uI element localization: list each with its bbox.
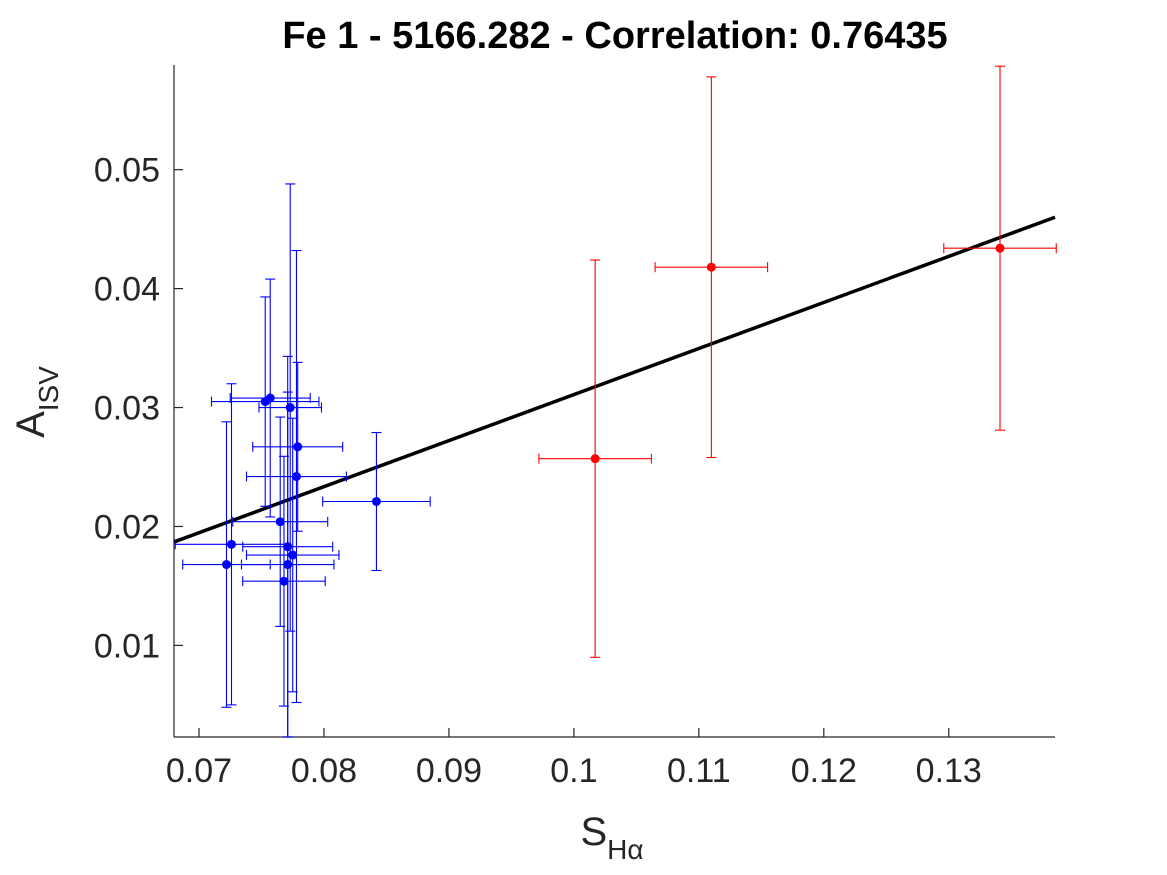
plot-area: 0.07 0.08 0.09 0.1 0.11 0.12 0.13 0.01 0.02 0.03… (94, 65, 1057, 790)
y-tick-label: 0.04 (94, 271, 160, 309)
series-0 (174, 183, 431, 738)
data-point (265, 393, 275, 403)
data-point (275, 517, 285, 527)
data-point (590, 454, 600, 464)
x-axis-ticks: 0.07 0.08 0.09 0.1 0.11 0.12 0.13 (166, 728, 982, 790)
y-axis-label-main: A (9, 411, 53, 438)
x-tick-label: 0.13 (916, 752, 982, 790)
x-axis-label-main: S (580, 810, 607, 854)
x-axis-label-sub: Hα (607, 834, 643, 865)
data-point-group (943, 65, 1057, 431)
x-tick-label: 0.1 (550, 752, 597, 790)
data-point (371, 497, 381, 507)
x-tick-label: 0.11 (667, 752, 731, 790)
x-tick-label: 0.12 (791, 752, 857, 790)
x-tick-label: 0.08 (291, 752, 357, 790)
data-point (706, 262, 716, 272)
data-point (291, 472, 301, 482)
y-tick-label: 0.02 (94, 508, 160, 546)
data-point-group (240, 391, 335, 738)
y-axis-label: AISV (9, 366, 64, 438)
data-point-group (174, 383, 289, 706)
data-point-group (245, 417, 340, 693)
data-point (285, 403, 295, 413)
x-axis-label: SHα (580, 810, 643, 865)
data-point-group (538, 259, 652, 658)
data-point (226, 539, 236, 549)
data-point-group (322, 431, 431, 572)
y-tick-label: 0.03 (94, 390, 160, 428)
fit-line-group (173, 215, 1056, 544)
x-tick-label: 0.07 (166, 752, 232, 790)
chart-title: Fe 1 - 5166.282 - Correlation: 0.76435 (282, 15, 947, 57)
y-axis-ticks: 0.01 0.02 0.03 0.04 0.05 (94, 152, 183, 665)
data-point-group (210, 296, 320, 507)
y-tick-label: 0.05 (94, 152, 160, 190)
y-tick-label: 0.01 (94, 627, 160, 665)
data-point (221, 560, 231, 570)
data-point-group (654, 76, 769, 459)
data-point-group (232, 416, 329, 627)
fit-line (173, 215, 1056, 544)
y-axis-label-sub: ISV (33, 366, 64, 411)
data-point (288, 550, 298, 560)
axes (173, 65, 1055, 738)
series-1 (538, 65, 1057, 658)
data-point-group (245, 249, 348, 704)
data-point (293, 442, 303, 452)
data-series (174, 65, 1057, 738)
data-point-group (242, 455, 326, 707)
data-point (283, 560, 293, 570)
data-point (279, 576, 289, 586)
data-point (995, 243, 1005, 253)
data-point-group (252, 361, 344, 532)
x-tick-label: 0.09 (416, 752, 482, 790)
